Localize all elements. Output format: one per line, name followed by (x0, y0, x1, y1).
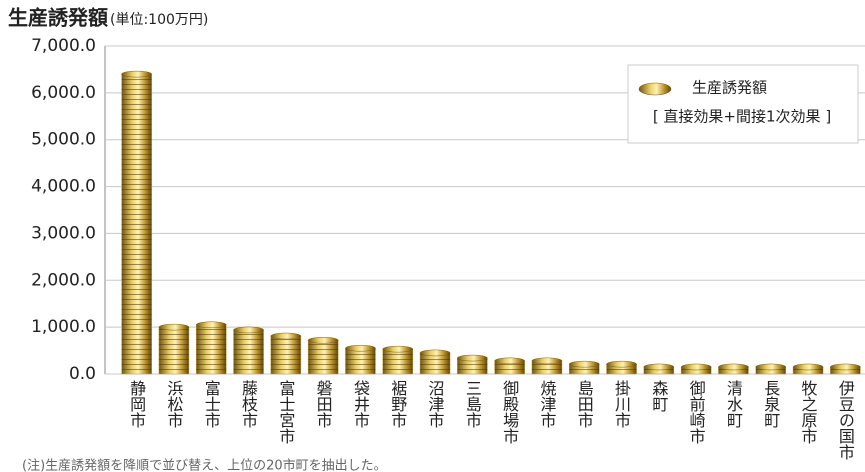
x-tick-label: 袋井市 (351, 380, 370, 428)
bar-top (606, 360, 637, 368)
bar-stripes (270, 336, 301, 374)
bar-stripes (569, 364, 600, 374)
bar-top (307, 337, 339, 344)
bar-top (382, 345, 413, 353)
bar-top (718, 363, 749, 371)
x-tick-label: 浜松市 (164, 380, 183, 428)
bar-stripes (382, 349, 413, 374)
bar-stripes (643, 366, 674, 374)
footnote: (注)生産誘発額を降順で並び替え、上位の20市町を抽出した。 (22, 458, 387, 472)
chart-title: 生産誘発額 (8, 6, 108, 30)
y-tick-label: 4,000.0 (31, 177, 96, 197)
x-tick-label: 清水町 (724, 380, 743, 428)
bar-top (494, 357, 525, 365)
x-tick-label: 焼津市 (537, 380, 556, 428)
bar-stripes (158, 327, 189, 374)
bar-stripes (420, 352, 451, 374)
bar-stripes (830, 366, 861, 374)
bar-top (680, 363, 712, 371)
x-tick-label: 富士市 (202, 380, 221, 428)
bar-stripes (755, 366, 786, 374)
bar-top (121, 70, 152, 78)
bar-top (233, 326, 264, 334)
x-tick-label: 三島市 (463, 380, 482, 428)
bar-top (830, 363, 861, 371)
bar-stripes (308, 340, 339, 374)
bar-stripes (494, 360, 525, 374)
bar-stripes (793, 366, 824, 374)
legend-note: [ 直接効果+間接1次効果 ] (653, 108, 831, 126)
bar-stripes (233, 329, 264, 374)
bar-top (196, 321, 227, 329)
bar-top (569, 360, 600, 368)
bar-stripes (121, 74, 152, 374)
x-tick-label: 伊豆の国市 (836, 380, 855, 460)
y-tick-label: 3,000.0 (31, 223, 96, 243)
bar-top (755, 363, 786, 371)
legend-label: 生産誘発額 (692, 79, 767, 97)
bar-top (270, 332, 302, 340)
y-tick-label: 5,000.0 (31, 130, 96, 150)
y-tick-label: 7,000.0 (31, 36, 96, 56)
x-tick-label: 磐田市 (314, 380, 333, 428)
legend-icon (638, 82, 672, 96)
legend-box (627, 64, 859, 144)
bar-top (531, 357, 563, 365)
x-tick-label: 掛川市 (612, 380, 631, 428)
y-tick-label: 6,000.0 (31, 83, 96, 103)
bar-top (345, 344, 376, 352)
bar-top (643, 363, 675, 371)
bar-top (457, 354, 488, 362)
bar-top (419, 349, 451, 357)
x-tick-label: 長泉町 (761, 380, 780, 428)
bar-top (158, 323, 190, 331)
y-tick-label: 2,000.0 (31, 270, 96, 290)
bar-stripes (345, 348, 376, 374)
x-tick-label: 沼津市 (426, 380, 445, 428)
bar-stripes (681, 366, 712, 374)
x-tick-label: 富士宮市 (276, 380, 295, 444)
x-tick-label: 島田市 (575, 380, 594, 428)
bar-stripes (718, 366, 749, 374)
bar-stripes (196, 324, 227, 374)
x-tick-label: 御殿場市 (500, 380, 519, 444)
x-tick-label: 御前崎市 (687, 380, 706, 444)
bar-stripes (531, 360, 562, 374)
x-tick-label: 裾野市 (388, 380, 407, 428)
x-tick-label: 静岡市 (127, 380, 146, 428)
chart-unit: (単位:100万円) (110, 12, 208, 28)
bar-top (792, 363, 824, 371)
x-tick-label: 森町 (649, 380, 668, 412)
x-tick-label: 藤枝市 (239, 380, 258, 428)
y-tick-label: 0.0 (69, 364, 96, 384)
bar-stripes (457, 358, 488, 374)
x-tick-label: 牧之原市 (799, 380, 818, 444)
y-tick-label: 1,000.0 (31, 317, 96, 337)
bar-stripes (606, 364, 637, 374)
